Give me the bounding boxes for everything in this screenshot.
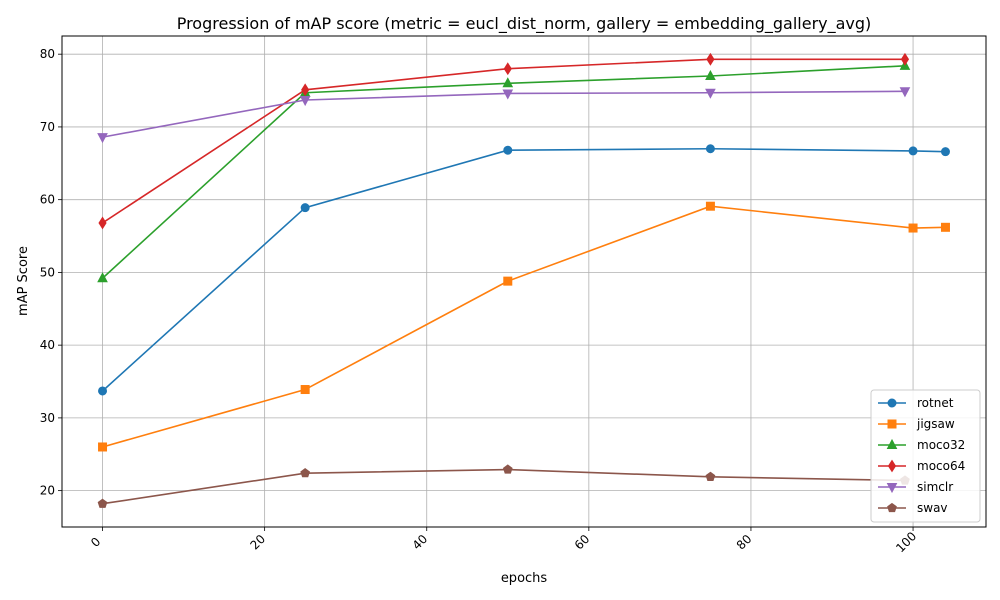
data-point-swav: [300, 468, 311, 478]
data-point-rotnet: [300, 203, 310, 213]
legend-label-jigsaw: jigsaw: [916, 417, 955, 431]
x-axis-label: epochs: [501, 571, 548, 586]
legend-marker-rotnet: [887, 398, 897, 408]
y-axis-label: mAP Score: [16, 246, 31, 316]
legend-label-swav: swav: [917, 501, 948, 515]
data-point-moco64: [301, 83, 310, 97]
series-lines: [101, 58, 946, 505]
data-point-rotnet: [98, 386, 108, 396]
x-tick-label: 60: [572, 532, 593, 553]
legend-marker-simclr: [886, 483, 898, 494]
y-tick-label: 30: [40, 411, 55, 425]
x-tick-label: 100: [893, 529, 919, 555]
series-line-simclr: [102, 90, 905, 138]
y-tick-label: 20: [40, 484, 55, 498]
grid-lines: [62, 36, 986, 527]
data-point-jigsaw: [503, 276, 513, 286]
data-point-simclr: [299, 96, 311, 107]
plot-frame: [61, 35, 987, 528]
data-point-moco32: [502, 77, 514, 88]
data-point-rotnet: [503, 145, 513, 155]
data-point-moco64: [98, 216, 107, 230]
y-tick-label: 70: [40, 120, 55, 134]
data-point-swav: [705, 471, 716, 481]
data-point-simclr: [899, 87, 911, 98]
legend-label-rotnet: rotnet: [917, 396, 954, 410]
legend-marker-swav: [887, 502, 897, 513]
series-line-jigsaw: [102, 205, 946, 448]
data-point-jigsaw: [908, 223, 918, 233]
data-point-moco64: [503, 62, 512, 76]
legend-label-simclr: simclr: [917, 480, 953, 494]
legend-label-moco64: moco64: [917, 459, 965, 473]
legend: rotnet jigsaw moco32 moco64 simclr swav: [870, 389, 981, 523]
data-point-rotnet: [940, 147, 950, 157]
series-line-swav: [102, 468, 905, 505]
data-point-moco64: [900, 52, 910, 66]
data-point-moco32: [705, 69, 716, 81]
y-tick-label: 80: [40, 47, 55, 61]
data-point-moco32: [97, 272, 108, 283]
data-point-simclr: [705, 88, 716, 99]
y-axis-ticks: 20 30 40 50 60 70 80: [40, 47, 62, 498]
x-tick-label: 0: [88, 535, 103, 550]
data-point-jigsaw: [705, 201, 715, 211]
x-tick-label: 40: [410, 532, 431, 553]
series-line-moco32: [101, 65, 905, 279]
data-point-moco64: [706, 52, 715, 66]
chart-title: Progression of mAP score (metric = eucl_…: [177, 14, 872, 34]
data-point-swav: [502, 464, 513, 474]
series-markers: [97, 52, 950, 508]
legend-box: [870, 389, 981, 523]
data-point-jigsaw: [300, 385, 310, 395]
data-point-rotnet: [908, 146, 918, 156]
legend-marker-jigsaw: [887, 419, 897, 429]
y-tick-label: 40: [40, 338, 55, 352]
y-tick-label: 60: [40, 193, 55, 207]
data-point-simclr: [502, 89, 514, 100]
data-point-simclr: [97, 133, 108, 144]
data-point-rotnet: [705, 144, 715, 154]
x-tick-label: 80: [734, 532, 755, 553]
data-point-jigsaw: [940, 222, 950, 232]
legend-marker-moco32: [886, 438, 898, 449]
series-line-rotnet: [101, 147, 946, 392]
x-tick-label: 20: [247, 532, 268, 553]
x-axis-ticks: 0 20 40 60 80 100: [88, 527, 919, 555]
y-tick-label: 50: [40, 265, 55, 279]
legend-label-moco32: moco32: [917, 438, 965, 452]
data-point-jigsaw: [98, 442, 108, 452]
data-point-swav: [97, 498, 108, 508]
legend-marker-moco64: [887, 459, 897, 473]
